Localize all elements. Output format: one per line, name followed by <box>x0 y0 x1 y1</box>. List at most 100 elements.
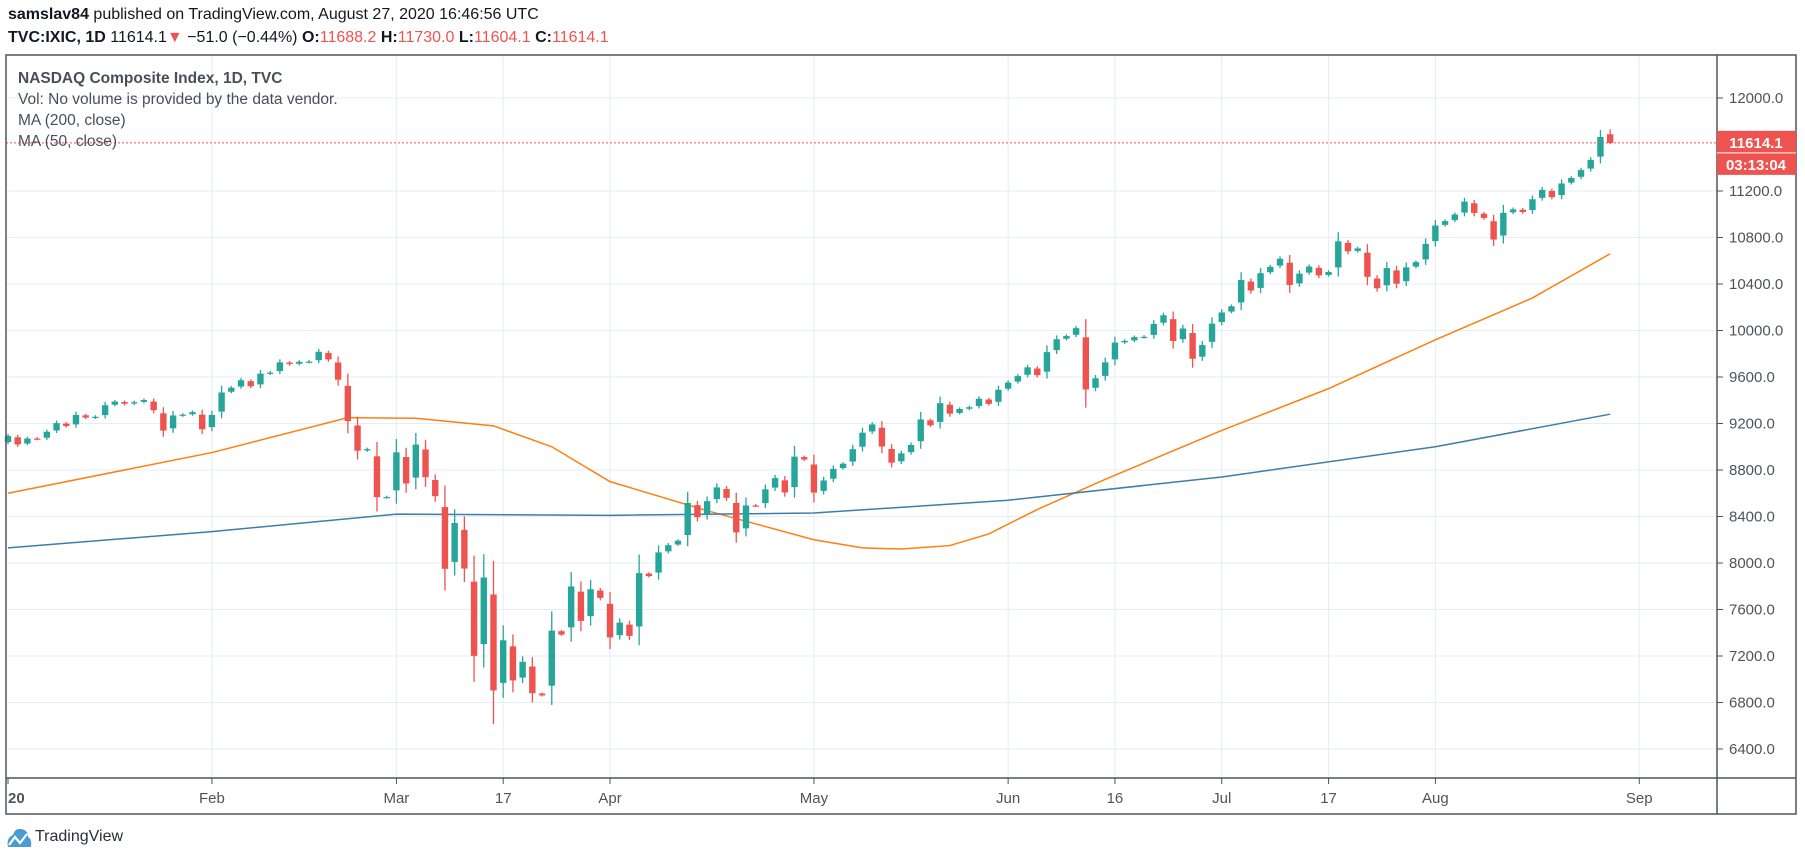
candle-body <box>451 523 458 562</box>
candle-up <box>966 405 973 411</box>
candle-down <box>927 418 934 427</box>
candle-body <box>1179 328 1187 340</box>
candle-body <box>257 373 264 385</box>
candle-down <box>1364 244 1371 286</box>
y-tick-label: 7200.0 <box>1729 648 1775 665</box>
publish-info: samslav84 published on TradingView.com, … <box>8 6 539 24</box>
candle-body <box>373 456 381 498</box>
candle-body <box>1131 337 1138 341</box>
y-tick-label: 12000.0 <box>1729 90 1783 107</box>
candle-down <box>402 447 410 493</box>
candle-body <box>1568 177 1575 183</box>
close-value: 11614.1 <box>551 29 609 46</box>
candle-body <box>1237 280 1245 303</box>
candle-body <box>92 416 99 418</box>
candle-body <box>334 362 342 380</box>
candle-body <box>1160 315 1167 323</box>
candle-up <box>480 554 487 668</box>
candle-down <box>432 474 439 502</box>
legend-ma200[interactable]: MA (200, close) <box>18 112 126 129</box>
y-tick-label: 10000.0 <box>1729 323 1783 340</box>
candle-body <box>1121 340 1128 343</box>
open-label: O: <box>301 29 320 46</box>
candle-body <box>169 415 177 429</box>
candle-up <box>1208 317 1216 349</box>
candle-body <box>616 622 623 636</box>
candle-body <box>422 449 429 478</box>
price-change: −51.0 (−0.44%) <box>187 29 298 46</box>
candle-up <box>266 371 274 376</box>
candle-down <box>985 397 992 406</box>
symbol: TVC:IXIC, 1D <box>8 29 106 46</box>
candle-up <box>276 359 284 375</box>
candle-up <box>1354 246 1361 253</box>
candle-down <box>801 455 808 461</box>
candle-up <box>1053 335 1060 355</box>
candle-body <box>364 449 371 451</box>
candle-body <box>742 505 750 529</box>
symbol-info: TVC:IXIC, 1D 11614.1▼ −51.0 (−0.44%) O:1… <box>8 29 609 47</box>
candle-body <box>1296 273 1303 284</box>
candle-body <box>1072 328 1080 335</box>
candle-down <box>694 500 701 522</box>
moving-averages <box>7 253 1611 550</box>
candle-body <box>1218 312 1225 322</box>
candle-up <box>305 360 313 364</box>
candle-body <box>946 404 954 414</box>
grid <box>6 55 1717 778</box>
candle-body <box>1354 248 1361 251</box>
chart-legend: NASDAQ Composite Index, 1D, TVC Vol: No … <box>18 68 338 152</box>
author-name[interactable]: samslav84 <box>8 6 89 23</box>
candle-up <box>956 407 963 415</box>
price-axis[interactable]: 12000.0 11200.0 10800.0 10400.0 10000.0 9600.… <box>1717 90 1783 758</box>
time-axis[interactable]: 20 Feb Mar 17 Apr May Jun 16 Jul 17 Aug Sep <box>7 778 1653 807</box>
candle-up <box>53 420 60 434</box>
candle-body <box>4 436 12 443</box>
candle-up <box>169 410 177 433</box>
candle-body <box>383 497 390 499</box>
candle-up <box>703 496 711 520</box>
candle-down <box>1606 129 1614 145</box>
candle-up <box>1140 335 1148 339</box>
candle-down <box>529 657 536 703</box>
candle-body <box>587 589 594 617</box>
candle-body <box>1606 134 1614 143</box>
candle-down <box>509 634 517 693</box>
y-tick-label: 10800.0 <box>1729 230 1783 247</box>
legend-ma50[interactable]: MA (50, close) <box>18 133 118 150</box>
x-tick-label: 20 <box>8 790 25 807</box>
candle-up <box>383 495 390 499</box>
candle-body <box>927 420 934 426</box>
candle-down <box>1344 239 1352 255</box>
candle-down <box>810 454 818 503</box>
candle-body <box>461 529 468 569</box>
candle-up <box>1538 187 1546 201</box>
candle-up <box>1422 238 1429 265</box>
candle-up <box>1257 268 1264 294</box>
candle-body <box>1053 339 1060 351</box>
candle-body <box>53 423 60 431</box>
candle-up <box>1102 357 1109 381</box>
candle-up <box>975 396 983 409</box>
candle-body <box>1577 170 1585 177</box>
candle-up <box>1092 374 1099 392</box>
candle-down <box>1548 188 1556 200</box>
candle-body <box>1034 368 1041 376</box>
candle-body <box>684 503 691 536</box>
ma50-line <box>7 253 1611 550</box>
candles <box>4 129 1614 724</box>
candle-up <box>1063 334 1070 341</box>
candle-up <box>1432 220 1439 247</box>
candle-body <box>63 423 70 427</box>
tradingview-logo[interactable]: TradingView <box>6 826 123 848</box>
candle-up <box>868 421 876 434</box>
candle-down <box>781 476 788 497</box>
candle-body <box>1548 190 1556 198</box>
candle-body <box>1208 323 1216 342</box>
y-tick-label: 9600.0 <box>1729 369 1775 386</box>
candle-body <box>82 415 89 418</box>
candle-down <box>597 588 604 601</box>
x-tick-label: Mar <box>383 790 409 807</box>
candle-up <box>1403 262 1410 287</box>
